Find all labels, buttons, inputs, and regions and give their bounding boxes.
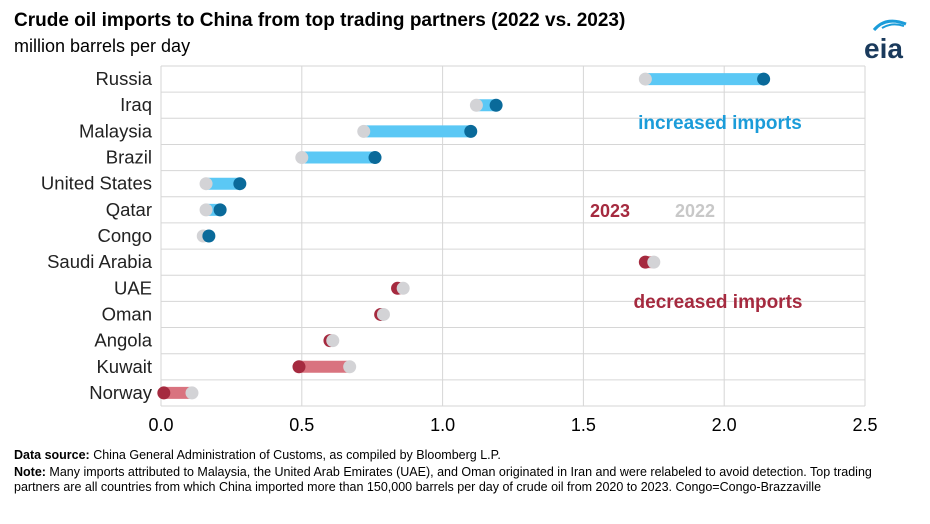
category-label: United States xyxy=(41,173,152,194)
dot-2022 xyxy=(185,386,199,400)
dot-2023 xyxy=(233,177,247,191)
dot-2023 xyxy=(368,151,382,165)
x-tick-label: 1.5 xyxy=(571,415,596,435)
dot-2022 xyxy=(376,307,390,321)
chart-subtitle: million barrels per day xyxy=(14,36,191,56)
category-labels: Russia Iraq Malaysia Brazil United States Qat… xyxy=(41,68,153,403)
dot-2022 xyxy=(326,334,340,348)
category-label: Malaysia xyxy=(79,120,153,141)
note-text: Many imports attributed to Malaysia, the… xyxy=(14,465,872,494)
category-label: Brazil xyxy=(106,147,152,168)
category-label: Saudi Arabia xyxy=(47,251,153,272)
dot-2023 xyxy=(489,98,503,112)
dots xyxy=(157,72,771,400)
data-source-label: Data source: xyxy=(14,448,90,462)
chart-title: Crude oil imports to China from top trad… xyxy=(14,10,626,31)
dot-2022 xyxy=(469,98,483,112)
dot-2023 xyxy=(202,229,216,243)
dot-2022 xyxy=(638,72,652,86)
dot-2023 xyxy=(464,124,478,138)
x-tick-label: 2.5 xyxy=(852,415,877,435)
grid xyxy=(160,65,866,407)
dot-2022 xyxy=(396,281,410,295)
x-tick-labels: 0.0 0.5 1.0 1.5 2.0 2.5 xyxy=(148,415,877,435)
category-label: Russia xyxy=(95,68,152,89)
category-label: Qatar xyxy=(106,199,152,220)
dot-2022 xyxy=(647,255,661,269)
category-label: Norway xyxy=(89,382,152,403)
annotation-increased: increased imports xyxy=(638,113,802,134)
dot-2022 xyxy=(199,203,213,217)
annotation-decreased: decreased imports xyxy=(634,292,803,313)
category-label: Oman xyxy=(102,303,152,324)
dot-2023 xyxy=(213,203,227,217)
x-tick-label: 1.0 xyxy=(430,415,455,435)
data-source: Data source: China General Administratio… xyxy=(14,448,919,463)
dot-2022 xyxy=(357,124,371,138)
logo-text: eia xyxy=(864,33,903,64)
data-source-text: China General Administration of Customs,… xyxy=(89,448,501,462)
dot-2022 xyxy=(199,177,213,191)
eia-logo: eia xyxy=(864,19,907,64)
legend-2023: 2023 xyxy=(590,201,630,221)
category-label: Congo xyxy=(97,225,152,246)
category-label: Iraq xyxy=(120,94,152,115)
note: Note: Many imports attributed to Malaysi… xyxy=(14,465,919,495)
legend-2022: 2022 xyxy=(675,201,715,221)
x-tick-label: 0.5 xyxy=(289,415,314,435)
dot-2023 xyxy=(292,360,306,374)
dot-2023 xyxy=(157,386,171,400)
category-label: UAE xyxy=(114,277,152,298)
x-tick-label: 0.0 xyxy=(148,415,173,435)
category-label: Kuwait xyxy=(96,356,152,377)
category-label: Angola xyxy=(94,330,152,351)
x-tick-label: 2.0 xyxy=(712,415,737,435)
dumbbell-chart: Russia Iraq Malaysia Brazil United States Qat… xyxy=(41,65,878,435)
dot-2022 xyxy=(343,360,357,374)
note-label: Note: xyxy=(14,465,46,479)
dot-2022 xyxy=(295,151,309,165)
dot-2023 xyxy=(757,72,771,86)
